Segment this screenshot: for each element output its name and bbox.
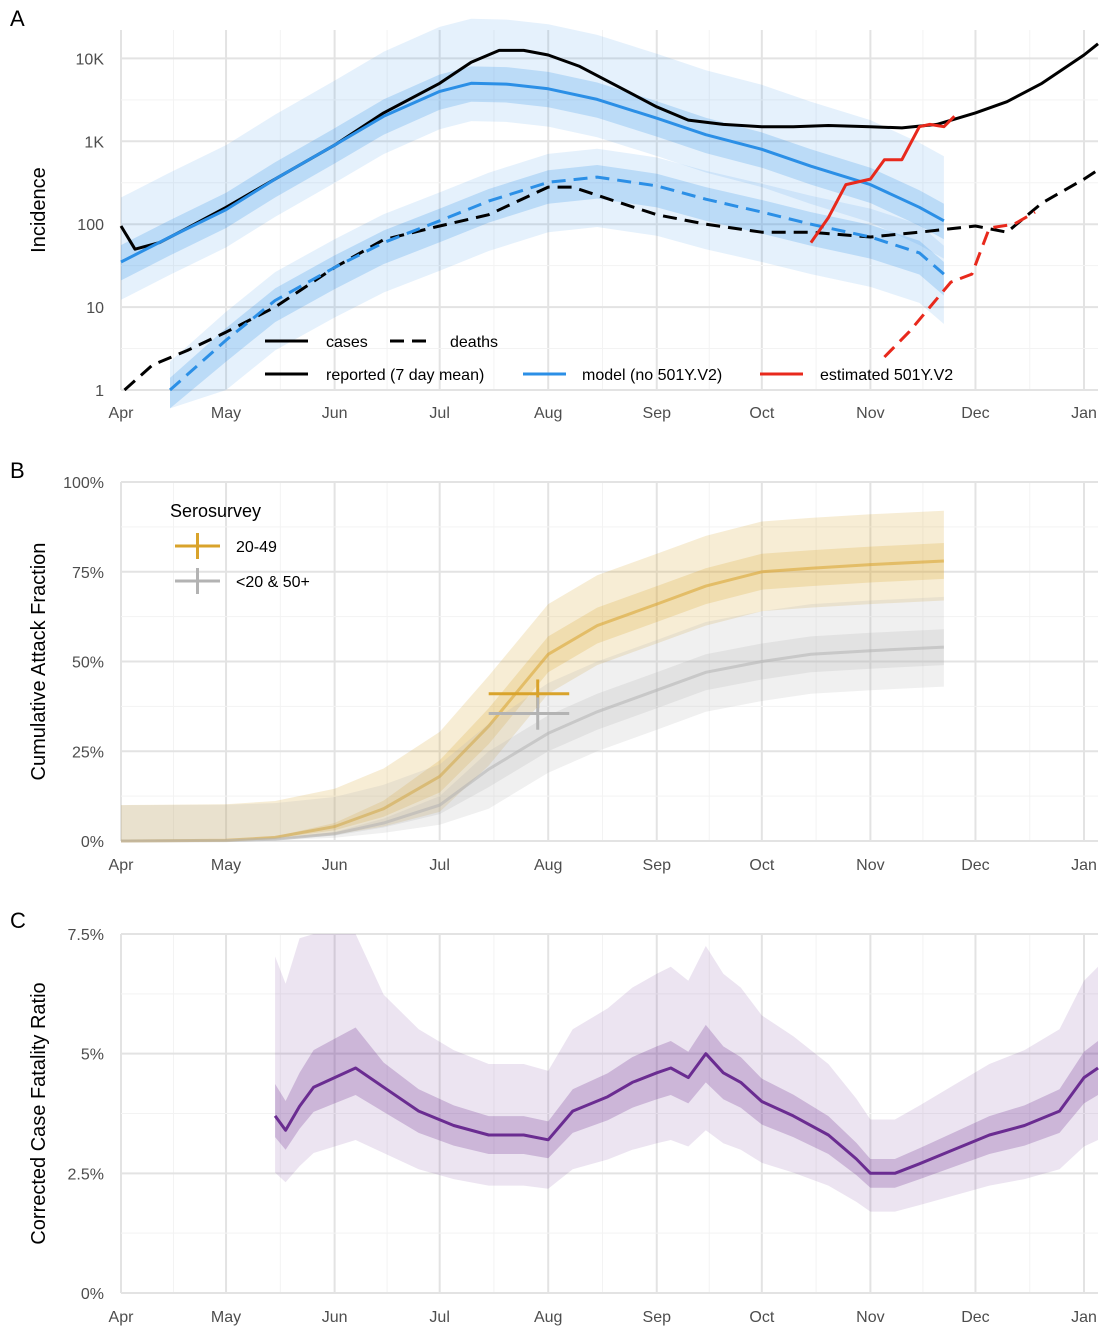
x-tick-label: Jan <box>1071 1309 1097 1326</box>
attack-line <box>120 559 944 843</box>
attack-line <box>120 645 944 843</box>
x-tick-label: Sep <box>643 857 672 874</box>
attack-band-outer <box>121 596 944 841</box>
x-tick-label: Jun <box>322 857 348 874</box>
y-tick-label: 50% <box>72 655 104 672</box>
y-tick-label: 1 <box>95 383 104 400</box>
y-tick-label: 7.5% <box>68 927 104 944</box>
x-tick-label: Nov <box>856 405 884 422</box>
legend-label: 20-49 <box>236 539 277 556</box>
x-tick-label: Jul <box>429 857 449 874</box>
y-tick-label: 100% <box>63 475 104 492</box>
x-tick-label: Dec <box>961 1309 989 1326</box>
x-tick-label: Aug <box>534 405 562 422</box>
x-tick-label: May <box>211 1309 241 1326</box>
x-tick-label: May <box>211 857 241 874</box>
y-axis-label: Corrected Case Fatality Ratio <box>28 982 50 1244</box>
panel-b: B Apr May Jun Jul Aug Sep Oct Nov Dec Jan 0% 25% 50% 7… <box>10 458 1098 874</box>
legend-title: Serosurvey <box>170 501 261 521</box>
x-tick-label: Oct <box>749 1309 774 1326</box>
panel-letter: A <box>10 6 25 31</box>
legend-label: reported (7 day mean) <box>326 367 484 384</box>
x-tick-label: Nov <box>856 1309 884 1326</box>
attack-band-inner <box>121 629 944 841</box>
x-tick-label: Jan <box>1071 857 1097 874</box>
x-tick-label: Dec <box>961 857 989 874</box>
x-tick-label: May <box>211 405 241 422</box>
cfr-line <box>273 1052 1099 1175</box>
x-tick-label: Jan <box>1071 405 1097 422</box>
panel-letter: B <box>10 458 25 483</box>
model-band-inner <box>170 165 944 409</box>
y-tick-label: 2.5% <box>68 1166 104 1183</box>
y-tick-label: 0% <box>81 834 104 851</box>
attack-band-inner <box>121 543 944 841</box>
x-tick-label: Oct <box>749 405 774 422</box>
panel-a: A Apr May Jun Jul Aug Sep Oct Nov Dec Jan 1 10 100 1K 1… <box>10 6 1099 422</box>
x-tick-label: Jul <box>429 405 449 422</box>
legend-label: <20 & 50+ <box>236 574 310 591</box>
x-tick-label: Apr <box>109 1309 135 1326</box>
y-tick-label: 5% <box>81 1047 104 1064</box>
legend-label: model (no 501Y.V2) <box>582 367 722 384</box>
cfr-band-outer <box>275 934 1099 1212</box>
x-tick-label: Sep <box>643 1309 672 1326</box>
x-tick-label: Jun <box>322 1309 348 1326</box>
y-tick-label: 25% <box>72 744 104 761</box>
x-tick-label: Apr <box>109 405 135 422</box>
series-line-deaths <box>883 210 1036 359</box>
series-line-deaths <box>169 175 945 392</box>
x-tick-label: Dec <box>961 405 989 422</box>
model-band-outer <box>170 148 944 409</box>
y-tick-label: 10 <box>86 300 104 317</box>
legend-label: cases <box>326 334 368 351</box>
panel-c: C Apr May Jun Jul Aug Sep Oct Nov Dec Jan 0% 2.5% 5% 7… <box>10 908 1099 1326</box>
attack-band-outer <box>121 510 944 841</box>
x-tick-label: Nov <box>856 857 884 874</box>
x-tick-label: Apr <box>109 857 135 874</box>
y-tick-label: 1K <box>84 134 104 151</box>
x-tick-label: Jul <box>429 1309 449 1326</box>
y-tick-label: 100 <box>77 217 104 234</box>
x-tick-label: Sep <box>643 405 672 422</box>
series-line-cases <box>809 115 956 244</box>
x-tick-label: Oct <box>749 857 774 874</box>
legend-label: deaths <box>450 334 498 351</box>
y-tick-label: 0% <box>81 1286 104 1303</box>
cfr-band-inner <box>275 1024 1099 1188</box>
x-tick-label: Aug <box>534 1309 562 1326</box>
panel-letter: C <box>10 908 26 933</box>
y-tick-label: 75% <box>72 565 104 582</box>
series-line-cases <box>120 81 945 264</box>
y-axis-label: Incidence <box>28 167 50 253</box>
legend: cases deaths reported (7 day mean) model (n… <box>265 334 953 384</box>
x-tick-label: Aug <box>534 857 562 874</box>
x-tick-label: Jun <box>322 405 348 422</box>
model-band-outer <box>121 18 944 300</box>
legend: Serosurvey 20-49 <20 & 50+ <box>170 501 310 594</box>
y-axis-label: Cumulative Attack Fraction <box>28 543 50 781</box>
legend-label: estimated 501Y.V2 <box>820 367 953 384</box>
y-tick-label: 10K <box>76 51 105 68</box>
